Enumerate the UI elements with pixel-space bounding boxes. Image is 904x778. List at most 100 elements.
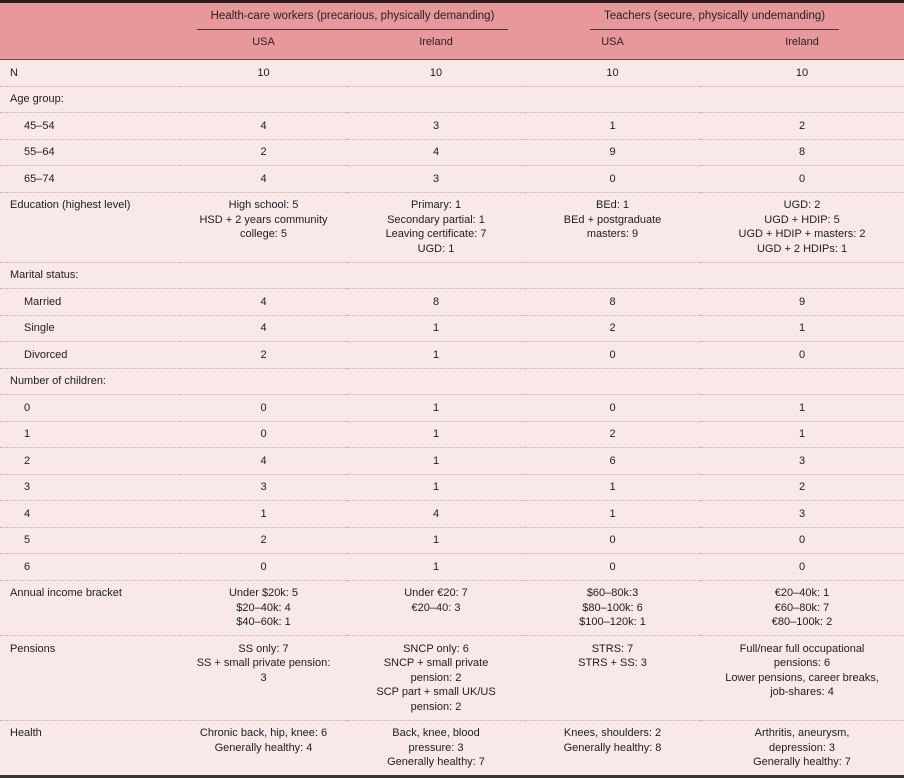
cell-ireland-healthcare: 10 bbox=[347, 59, 526, 86]
row-label-cell: 1 bbox=[0, 420, 180, 448]
table-row: Marital status: bbox=[0, 261, 904, 289]
cell-ireland-teachers: 2 bbox=[700, 473, 904, 501]
cell-ireland-teachers: Full/near full occupational pensions: 6 … bbox=[700, 635, 904, 720]
row-label-cell: Number of children: bbox=[0, 367, 180, 395]
row-label-cell: 3 bbox=[0, 473, 180, 501]
row-label: 55–64 bbox=[24, 146, 55, 158]
cell-usa-healthcare: 2 bbox=[180, 341, 347, 368]
row-label: Annual income bracket bbox=[10, 587, 122, 599]
row-label-cell: Pensions bbox=[0, 635, 180, 720]
table-row: 65–74 4 3 0 0 bbox=[0, 165, 904, 192]
cell-usa-teachers: Knees, shoulders: 2 Generally healthy: 8 bbox=[525, 719, 701, 777]
row-label-cell: Education (highest level) bbox=[0, 191, 180, 262]
table-row: Pensions SS only: 7 SS + small private p… bbox=[0, 635, 904, 720]
group-header-label: Health-care workers (precarious, physica… bbox=[196, 10, 509, 30]
cell-ireland-teachers: 1 bbox=[700, 314, 904, 342]
row-label-cell: 45–54 bbox=[0, 112, 180, 139]
cell-ireland-healthcare: 3 bbox=[347, 112, 526, 139]
row-label: Number of children: bbox=[10, 375, 106, 387]
cell-usa-healthcare: 0 bbox=[180, 420, 347, 448]
table-row: 55–64 2 4 9 8 bbox=[0, 138, 904, 166]
cell-usa-teachers: 0 bbox=[525, 526, 701, 554]
row-label: Marital status: bbox=[10, 269, 79, 281]
corner-cell bbox=[0, 30, 180, 60]
row-label: 5 bbox=[24, 534, 31, 546]
table-row: 0 0 1 0 1 bbox=[0, 394, 904, 421]
cell-usa-teachers: 2 bbox=[525, 314, 701, 342]
cell-usa-teachers: 9 bbox=[525, 138, 701, 166]
row-label: 45–54 bbox=[24, 119, 55, 132]
row-label-cell: 6 bbox=[0, 553, 180, 580]
cell-ireland-healthcare: 1 bbox=[347, 526, 526, 554]
row-label-cell: Divorced bbox=[0, 341, 180, 368]
cell-ireland-teachers: 0 bbox=[700, 341, 904, 368]
row-label-cell: Age group: bbox=[0, 85, 180, 113]
cell-usa-teachers: STRS: 7 STRS + SS: 3 bbox=[525, 635, 701, 720]
cell-ireland-healthcare: 1 bbox=[347, 420, 526, 448]
cell-usa-healthcare: 0 bbox=[180, 394, 347, 421]
group-header-label: Teachers (secure, physically undemanding… bbox=[589, 10, 840, 30]
cell-usa-teachers bbox=[525, 261, 701, 289]
cell-ireland-healthcare: 1 bbox=[347, 314, 526, 342]
table-row: 5 2 1 0 0 bbox=[0, 526, 904, 554]
row-label: Health bbox=[10, 727, 42, 739]
row-label-cell: 4 bbox=[0, 500, 180, 527]
cell-ireland-teachers: 0 bbox=[700, 165, 904, 192]
cell-ireland-teachers: 1 bbox=[700, 420, 904, 448]
column-header-usa-teachers: USA bbox=[525, 30, 701, 60]
cell-ireland-healthcare: Under €20: 7 €20–40: 3 bbox=[347, 579, 526, 636]
cell-usa-healthcare: High school: 5 HSD + 2 years community c… bbox=[180, 191, 347, 262]
cell-ireland-teachers: 0 bbox=[700, 526, 904, 554]
cell-usa-healthcare bbox=[180, 367, 347, 395]
cell-ireland-healthcare: 1 bbox=[347, 394, 526, 421]
cell-ireland-teachers bbox=[700, 261, 904, 289]
row-label: 65–74 bbox=[24, 172, 55, 185]
row-label-cell: 0 bbox=[0, 394, 180, 421]
row-label-cell: Single bbox=[0, 314, 180, 342]
cell-ireland-teachers: 1 bbox=[700, 394, 904, 421]
cell-ireland-healthcare: 1 bbox=[347, 447, 526, 474]
cell-usa-healthcare: 1 bbox=[180, 500, 347, 527]
cell-ireland-healthcare bbox=[347, 85, 526, 113]
row-label: Pensions bbox=[10, 642, 56, 655]
cell-usa-healthcare: 4 bbox=[180, 314, 347, 342]
cell-usa-teachers: 8 bbox=[525, 288, 701, 315]
cell-usa-healthcare: 2 bbox=[180, 138, 347, 166]
cell-usa-teachers: 6 bbox=[525, 447, 701, 474]
cell-ireland-healthcare: 1 bbox=[347, 473, 526, 501]
cell-usa-healthcare: 4 bbox=[180, 288, 347, 315]
cell-ireland-teachers: 8 bbox=[700, 138, 904, 166]
cell-usa-teachers bbox=[525, 85, 701, 113]
row-label-cell: 2 bbox=[0, 447, 180, 474]
row-label: 1 bbox=[24, 428, 31, 440]
cell-usa-teachers bbox=[525, 367, 701, 395]
cell-ireland-healthcare: SNCP only: 6 SNCP + small private pensio… bbox=[347, 635, 526, 720]
cell-usa-teachers: 1 bbox=[525, 473, 701, 501]
row-label-cell: N bbox=[0, 59, 180, 86]
cell-usa-healthcare bbox=[180, 261, 347, 289]
table-row: N 10 10 10 10 bbox=[0, 59, 904, 86]
table-row: 4 1 4 1 3 bbox=[0, 500, 904, 527]
row-label: Single bbox=[24, 322, 55, 334]
column-header-ireland-healthcare: Ireland bbox=[347, 30, 526, 60]
cell-ireland-teachers: 9 bbox=[700, 288, 904, 315]
row-label-cell: 65–74 bbox=[0, 165, 180, 192]
group-header-teachers: Teachers (secure, physically undemanding… bbox=[525, 1, 904, 30]
table-row: Number of children: bbox=[0, 367, 904, 395]
cell-ireland-teachers bbox=[700, 85, 904, 113]
cell-ireland-teachers: 3 bbox=[700, 447, 904, 474]
cell-usa-teachers: 0 bbox=[525, 394, 701, 421]
cell-usa-healthcare: 0 bbox=[180, 553, 347, 580]
cell-usa-healthcare: 4 bbox=[180, 447, 347, 474]
cell-usa-healthcare: 4 bbox=[180, 112, 347, 139]
cell-ireland-healthcare: 8 bbox=[347, 288, 526, 315]
row-label: N bbox=[10, 66, 18, 79]
table-row: Annual income bracket Under $20k: 5 $20–… bbox=[0, 579, 904, 636]
cell-ireland-healthcare: 3 bbox=[347, 165, 526, 192]
table-row: Health Chronic back, hip, knee: 6 Genera… bbox=[0, 719, 904, 777]
table-row: Education (highest level) High school: 5… bbox=[0, 191, 904, 262]
cell-usa-teachers: 10 bbox=[525, 59, 701, 86]
row-label-cell: Health bbox=[0, 719, 180, 777]
column-header-row: USA Ireland USA Ireland bbox=[0, 30, 904, 60]
